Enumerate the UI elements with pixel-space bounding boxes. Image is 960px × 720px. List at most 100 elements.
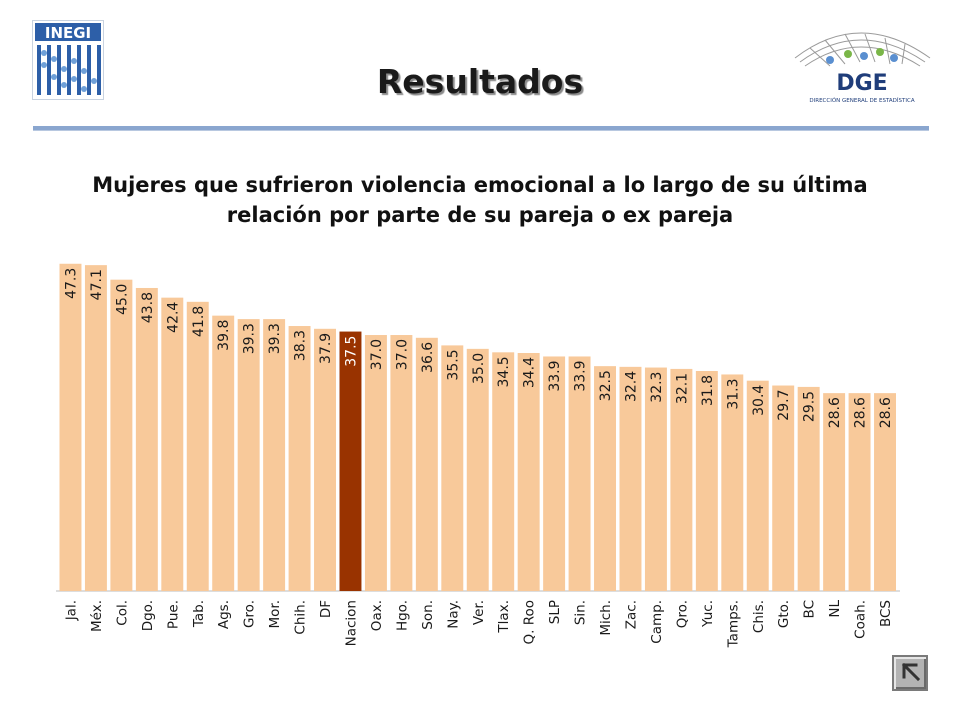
data-label: 38.3 [293, 330, 309, 361]
bar-m-x- [84, 265, 107, 591]
category-label: Ags. [216, 600, 232, 629]
data-label: 28.6 [827, 397, 843, 428]
bar-hgo- [390, 335, 413, 591]
chart-title: Mujeres que sufrieron violencia emociona… [92, 173, 868, 227]
bar-mich- [594, 366, 616, 591]
data-label: 35.0 [471, 353, 487, 384]
data-label: 35.5 [445, 349, 461, 380]
category-label: Sin. [573, 600, 589, 625]
page-title: Resultados [376, 62, 584, 101]
bar-coah- [848, 393, 871, 591]
header-divider [33, 126, 929, 131]
back-button[interactable] [892, 655, 928, 691]
inegi-logo-text: INEGI [45, 24, 91, 42]
bar-nl [823, 393, 846, 591]
data-label: 34.5 [496, 356, 512, 387]
bar-son- [415, 337, 438, 591]
bar-camp- [644, 367, 667, 591]
data-label: 28.6 [853, 397, 869, 428]
category-label: Chih. [293, 600, 309, 635]
bar-tab- [186, 301, 209, 591]
data-label: 42.4 [165, 302, 181, 333]
category-label: Zac. [623, 600, 639, 629]
data-label: 32.1 [674, 373, 690, 404]
bar-q-roo [517, 353, 540, 591]
data-label: 37.5 [343, 336, 359, 367]
bar-df [314, 328, 336, 591]
bar-chih- [288, 326, 311, 591]
category-label: Q. Roo [522, 600, 538, 645]
bar-gto- [772, 385, 795, 591]
category-label: Mich. [598, 600, 614, 636]
category-label: DF [318, 600, 334, 618]
category-label: Dgo. [140, 600, 156, 631]
data-label: 43.8 [140, 292, 156, 323]
data-label: 39.3 [267, 323, 283, 354]
category-label: Oax. [369, 600, 385, 631]
data-label: 28.6 [878, 397, 894, 428]
category-label: Gto. [776, 600, 792, 628]
data-label: 41.8 [191, 306, 207, 337]
bar-jal- [59, 263, 82, 591]
category-label: Gro. [242, 600, 258, 628]
category-label: Chis. [751, 600, 767, 633]
data-label: 45.0 [114, 284, 130, 315]
category-label: Tamps. [725, 600, 741, 648]
dge-logo-text: DGE [836, 71, 887, 96]
category-label: Hgo. [394, 600, 410, 631]
category-label: Pue. [165, 600, 181, 629]
bar-tamps- [721, 374, 744, 591]
category-label: Nay. [445, 600, 461, 629]
bar-zac- [619, 366, 642, 591]
bar-qro- [670, 368, 693, 591]
data-label: 47.1 [89, 269, 105, 300]
category-label: Yuc. [700, 600, 716, 628]
category-label: Coah. [853, 600, 869, 639]
category-label: BC [802, 600, 818, 618]
category-label: Tab. [191, 600, 207, 628]
data-label: 31.3 [725, 378, 741, 409]
category-label: Ver. [471, 600, 487, 625]
bar-sin- [568, 356, 591, 591]
data-label: 32.3 [649, 372, 665, 403]
data-label: 37.0 [369, 339, 385, 370]
bar-bcs [874, 393, 896, 591]
data-label: 31.8 [700, 375, 716, 406]
data-label: 30.4 [751, 385, 767, 416]
bar-chis- [746, 380, 769, 591]
category-label: SLP [547, 600, 563, 624]
bar-slp [543, 356, 566, 591]
category-label: BCS [878, 600, 894, 627]
data-label: 32.5 [598, 370, 614, 401]
bar-dgo- [135, 287, 158, 591]
data-label: 32.4 [623, 371, 639, 402]
category-label: Qro. [674, 600, 690, 628]
bar-mor- [263, 319, 286, 591]
data-label: 37.9 [318, 333, 334, 364]
category-label: Tlax. [496, 600, 512, 634]
bar-nacion [339, 331, 362, 591]
back-arrow-icon [901, 662, 921, 682]
bar-ver- [466, 348, 489, 591]
bar-oax- [364, 335, 387, 591]
data-label: 39.3 [242, 323, 258, 354]
bar-tlax- [492, 352, 515, 591]
bar-nay- [441, 345, 464, 591]
category-label: Nacion [343, 600, 359, 646]
bar-ags- [212, 315, 235, 591]
dge-logo: DGE DIRECCIÓN GENERAL DE ESTADÍSTICA [790, 18, 935, 108]
category-label: Méx. [89, 600, 105, 632]
data-label: 47.3 [63, 268, 79, 299]
data-label: 36.6 [420, 342, 436, 373]
data-label: 39.8 [216, 320, 232, 351]
category-label: Mor. [267, 600, 283, 629]
data-label: 34.4 [522, 357, 538, 388]
category-label: NL [827, 600, 843, 618]
data-label: 37.0 [394, 339, 410, 370]
category-label: Col. [114, 600, 130, 626]
bar-pue- [161, 297, 184, 591]
data-label: 33.9 [573, 360, 589, 391]
bar-yuc- [695, 370, 718, 591]
dge-logo-subtext: DIRECCIÓN GENERAL DE ESTADÍSTICA [809, 97, 914, 104]
